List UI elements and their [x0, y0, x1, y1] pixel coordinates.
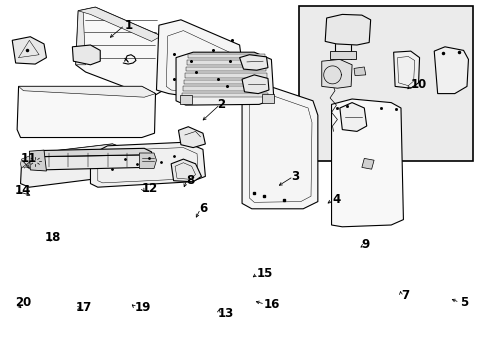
Polygon shape: [353, 67, 365, 76]
Polygon shape: [329, 51, 355, 59]
Text: 10: 10: [410, 78, 426, 91]
Circle shape: [445, 68, 455, 76]
Text: 18: 18: [45, 231, 61, 244]
Text: 9: 9: [361, 238, 369, 251]
Polygon shape: [182, 93, 267, 97]
Polygon shape: [361, 158, 373, 169]
Polygon shape: [19, 86, 155, 97]
Polygon shape: [156, 20, 246, 104]
Polygon shape: [393, 51, 419, 88]
Polygon shape: [184, 73, 266, 78]
Text: 19: 19: [134, 301, 150, 314]
Polygon shape: [29, 150, 46, 171]
Text: 11: 11: [20, 152, 37, 165]
Text: 1: 1: [124, 19, 133, 32]
Polygon shape: [180, 95, 192, 104]
Polygon shape: [72, 45, 100, 65]
Polygon shape: [34, 148, 151, 160]
Text: 8: 8: [185, 174, 194, 186]
Text: 12: 12: [142, 183, 158, 195]
Polygon shape: [20, 153, 37, 168]
Text: 7: 7: [400, 289, 408, 302]
Polygon shape: [261, 94, 273, 103]
Text: 16: 16: [264, 298, 280, 311]
Text: 14: 14: [15, 184, 31, 197]
Polygon shape: [21, 144, 132, 168]
Polygon shape: [12, 37, 46, 64]
Polygon shape: [339, 103, 366, 131]
Polygon shape: [242, 75, 268, 94]
Polygon shape: [249, 92, 264, 103]
Circle shape: [439, 64, 461, 80]
Polygon shape: [20, 144, 132, 187]
Polygon shape: [183, 86, 267, 91]
Polygon shape: [242, 83, 317, 209]
Text: 13: 13: [217, 307, 233, 320]
Text: 3: 3: [290, 170, 299, 183]
Text: 6: 6: [199, 202, 207, 215]
Polygon shape: [183, 80, 266, 84]
Polygon shape: [239, 55, 267, 70]
Polygon shape: [34, 155, 151, 170]
Polygon shape: [187, 54, 264, 58]
Text: 17: 17: [76, 301, 92, 314]
Polygon shape: [331, 99, 403, 227]
Text: 5: 5: [459, 296, 467, 309]
Polygon shape: [325, 14, 370, 45]
Text: 20: 20: [15, 296, 31, 309]
Polygon shape: [176, 52, 273, 105]
Polygon shape: [139, 153, 156, 168]
Polygon shape: [178, 127, 205, 148]
Polygon shape: [78, 7, 161, 41]
Polygon shape: [76, 7, 163, 97]
Polygon shape: [185, 67, 265, 71]
Polygon shape: [90, 142, 205, 187]
Polygon shape: [321, 59, 351, 88]
Text: 4: 4: [332, 193, 340, 206]
Polygon shape: [76, 11, 85, 65]
Bar: [299, 6, 472, 161]
Polygon shape: [17, 86, 155, 138]
Polygon shape: [186, 60, 265, 65]
Text: 2: 2: [217, 98, 225, 111]
Text: 15: 15: [256, 267, 272, 280]
Polygon shape: [433, 47, 468, 94]
Polygon shape: [171, 159, 201, 182]
